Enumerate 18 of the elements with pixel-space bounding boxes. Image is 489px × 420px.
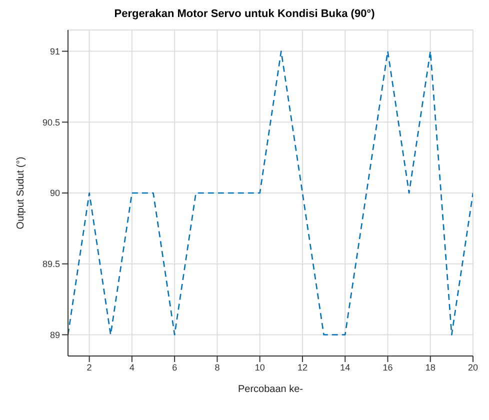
x-tick-label: 6: [172, 362, 178, 372]
chart-title: Pergerakan Motor Servo untuk Kondisi Buka (90°): [113, 8, 376, 22]
x-tick-label: 16: [382, 362, 393, 372]
x-tick-label: 8: [214, 362, 220, 372]
y-tick-label: 89: [50, 330, 60, 340]
x-tick-label: 12: [297, 362, 308, 372]
y-tick-label: 89.5: [42, 259, 60, 270]
y-axis-title: Output Sudut (°): [16, 156, 27, 230]
y-tick-label: 90.5: [42, 117, 60, 128]
x-tick-label: 2: [86, 362, 92, 372]
x-tick-label: 10: [254, 362, 265, 372]
x-axis-title: Percobaan ke-: [238, 384, 304, 395]
x-tick-label: 18: [425, 362, 436, 372]
x-tick-label: 20: [468, 362, 478, 372]
y-tick-label: 90: [50, 188, 60, 198]
x-tick-label: 4: [129, 362, 134, 372]
y-tick-label: 91: [50, 46, 60, 56]
x-tick-label: 14: [340, 362, 350, 372]
